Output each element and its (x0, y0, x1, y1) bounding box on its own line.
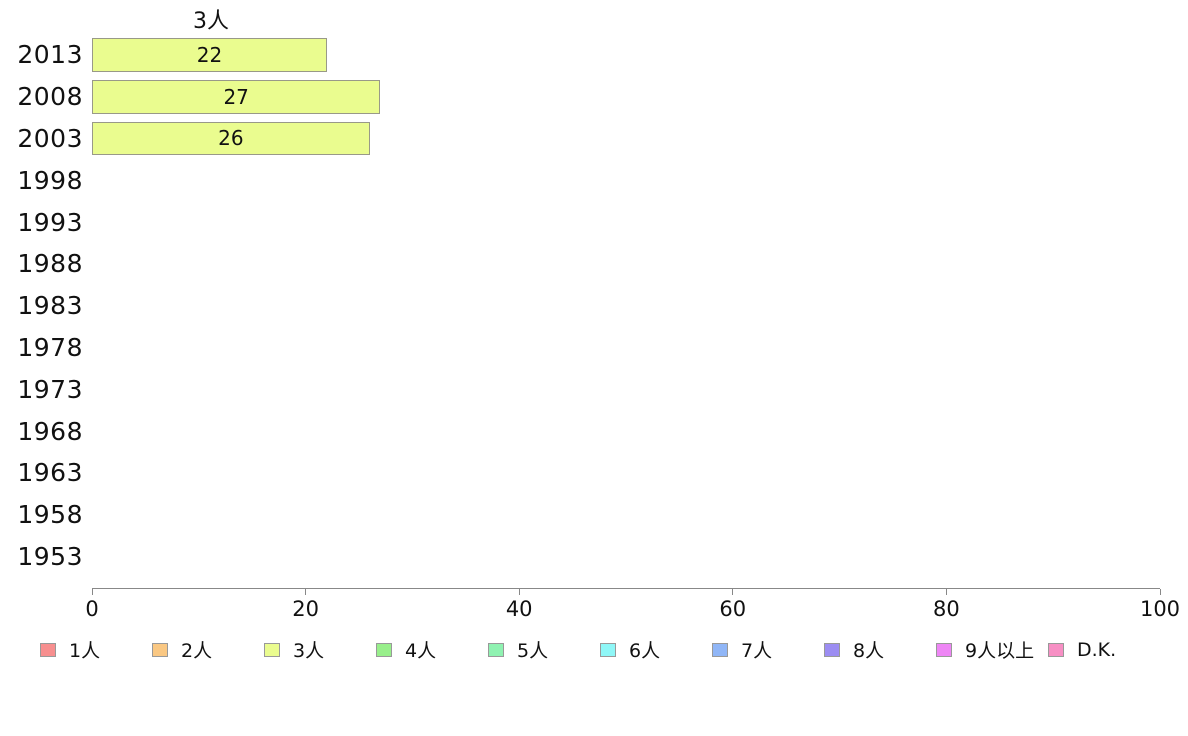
bar-value-label: 26 (218, 126, 244, 151)
bar-track (92, 243, 1160, 285)
bar-track (92, 159, 1160, 201)
bar-track (92, 368, 1160, 410)
bar-track: 27 (92, 76, 1160, 118)
x-axis-tick (91, 589, 93, 595)
bar-track (92, 285, 1160, 327)
x-axis-tick (945, 589, 947, 595)
x-axis-tick (1159, 589, 1161, 595)
legend-label: 9人以上 (965, 640, 1035, 662)
x-axis-tick (305, 589, 307, 595)
bar-track (92, 452, 1160, 494)
y-axis-label: 1958 (17, 500, 83, 530)
x-axis-tick-label: 20 (292, 597, 319, 621)
bar-track: 26 (92, 118, 1160, 160)
y-axis-label: 2013 (17, 40, 83, 70)
bar: 22 (92, 38, 327, 72)
y-axis-label: 1973 (17, 374, 83, 404)
legend-label: D.K. (1077, 638, 1117, 661)
chart-row: 1998 (0, 159, 1160, 201)
x-axis: 0 20 40 60 80 100 (85, 588, 1180, 621)
chart-row: 1988 (0, 243, 1160, 285)
x-axis-tick-label: 40 (505, 597, 533, 621)
legend-swatch (40, 642, 56, 657)
chart-row: 1958 (0, 494, 1160, 536)
chart-row: 2008 27 (0, 76, 1160, 118)
legend-item: 6人 (600, 636, 712, 663)
bar-track (92, 201, 1160, 243)
legend-swatch (376, 642, 392, 657)
legend-item: 3人 (264, 636, 376, 663)
bar-track (92, 494, 1160, 536)
bar-value-label: 27 (223, 84, 249, 109)
chart-row: 1953 (0, 536, 1160, 578)
legend-label: 1人 (69, 640, 101, 662)
legend-item: 1人 (40, 636, 152, 663)
x-axis-tick-label: 100 (1139, 597, 1181, 621)
legend-swatch (824, 642, 840, 657)
y-axis-label: 1993 (17, 207, 83, 237)
chart-row: 1978 (0, 327, 1160, 369)
chart-row: 1973 (0, 368, 1160, 410)
legend-item: 5人 (488, 636, 600, 663)
y-axis-label: 1968 (17, 416, 83, 446)
legend-item: 7人 (712, 636, 824, 663)
bar: 26 (92, 121, 370, 156)
y-axis-label: 2008 (17, 82, 83, 112)
legend-label: 8人 (853, 640, 885, 662)
y-axis-label: 2003 (17, 123, 83, 153)
legend-swatch (936, 642, 952, 657)
bar-track (92, 536, 1160, 578)
bar-track (92, 327, 1160, 369)
x-axis-tick-label: 0 (85, 597, 99, 621)
legend-swatch (264, 642, 280, 657)
chart-row: 1968 (0, 410, 1160, 452)
chart-row: 1993 (0, 201, 1160, 243)
legend-label: 7人 (741, 640, 773, 662)
chart-row: 2003 26 (0, 118, 1160, 160)
legend: 1人 2人 3人 4人 5人 6人 7人 8人 9人以上 D.K. (40, 636, 1160, 663)
legend-swatch (712, 642, 728, 657)
y-axis-label: 1983 (17, 291, 83, 321)
y-axis-label: 1953 (17, 541, 83, 571)
bar-value-label: 22 (196, 42, 223, 67)
chart-title: 3人 (193, 9, 229, 34)
bar: 27 (92, 79, 381, 114)
y-axis-label: 1998 (17, 165, 83, 195)
legend-item: 2人 (152, 636, 264, 663)
legend-item: 8人 (824, 636, 936, 663)
legend-swatch (488, 642, 504, 657)
x-axis-tick (518, 589, 520, 595)
chart-row: 1963 (0, 452, 1160, 494)
y-axis-label: 1963 (17, 458, 83, 488)
y-axis-label: 1988 (17, 249, 83, 279)
x-axis-tick-label: 60 (719, 597, 747, 621)
chart-row: 1983 (0, 285, 1160, 327)
legend-swatch (600, 642, 616, 657)
legend-label: 2人 (181, 640, 213, 662)
x-axis-tick (732, 589, 734, 595)
legend-label: 4人 (405, 640, 437, 662)
legend-item: D.K. (1048, 636, 1160, 663)
chart-row: 2013 22 (0, 34, 1160, 76)
legend-label: 5人 (517, 640, 549, 662)
legend-item: 4人 (376, 636, 488, 663)
legend-label: 3人 (293, 640, 325, 662)
y-axis-label: 1978 (17, 332, 83, 362)
bar-track: 22 (92, 34, 1160, 76)
legend-swatch (152, 642, 168, 657)
legend-swatch (1048, 642, 1064, 657)
legend-item: 9人以上 (936, 636, 1048, 663)
x-axis-tick-label: 80 (933, 597, 960, 621)
bar-track (92, 410, 1160, 452)
legend-label: 6人 (629, 640, 661, 662)
plot-area: 2013 22 2008 27 2003 26 1998 1993 1988 1983 1978 19… (0, 34, 1160, 577)
